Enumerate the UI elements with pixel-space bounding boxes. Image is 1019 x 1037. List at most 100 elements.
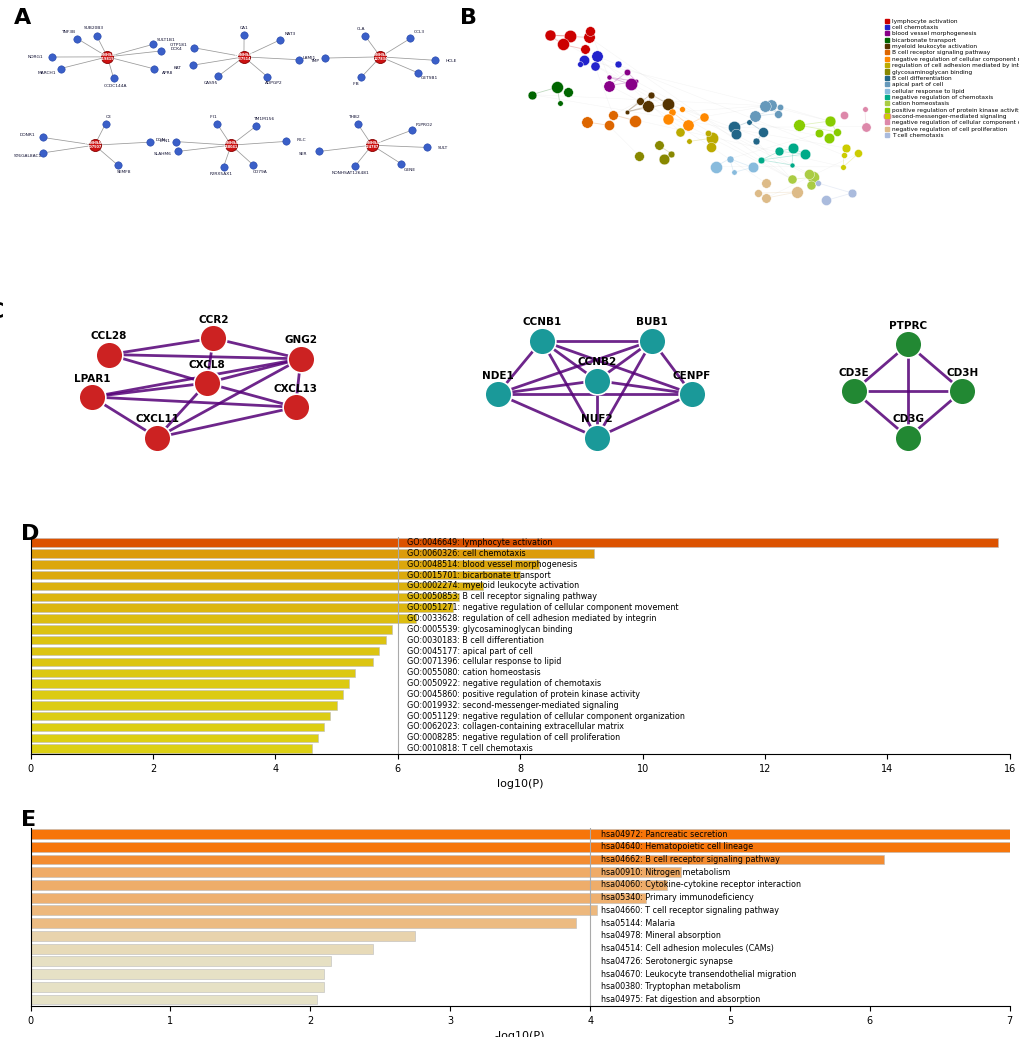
Point (857, 118, 873, 135)
Text: hsa04060: Cytokine-cytokine receptor interaction: hsa04060: Cytokine-cytokine receptor int… (601, 880, 801, 890)
Point (168, 134, 184, 150)
Bar (31, 538, 997, 546)
Point (756, 174, 772, 191)
Bar (31, 854, 883, 865)
Text: P2RX5AX1: P2RX5AX1 (210, 172, 232, 176)
Point (142, 134, 158, 150)
Point (659, 95, 676, 112)
Point (681, 133, 697, 149)
Bar (31, 636, 385, 644)
Text: KAT: KAT (173, 66, 181, 71)
Point (559, 84, 576, 101)
Point (720, 150, 737, 167)
Text: GO:0050853: B cell receptor signaling pathway: GO:0050853: B cell receptor signaling pa… (407, 592, 596, 601)
Point (850, 145, 866, 162)
Text: GO:0048514: blood vessel morphogenesis: GO:0048514: blood vessel morphogenesis (407, 560, 577, 569)
Text: NONHSAT
127834: NONHSAT 127834 (371, 53, 389, 61)
Point (700, 124, 716, 141)
Point (404, 121, 420, 138)
Point (623, 76, 639, 92)
Text: GO:0015701: bicarbonate transport: GO:0015701: bicarbonate transport (407, 570, 550, 580)
Point (87, 137, 103, 153)
Point (810, 125, 826, 142)
Point (756, 97, 772, 114)
Point (209, 116, 225, 133)
Point (185, 39, 202, 56)
Point (89, 27, 105, 44)
Point (153, 43, 169, 59)
Point (789, 184, 805, 200)
Point (835, 147, 851, 164)
Point (105, 71, 121, 87)
Point (205, 330, 221, 346)
Point (589, 48, 605, 64)
Point (146, 60, 162, 77)
Point (783, 171, 799, 188)
Point (541, 27, 557, 44)
Bar (31, 582, 483, 590)
Point (145, 36, 161, 53)
Point (184, 57, 201, 74)
Text: GENE: GENE (404, 168, 416, 172)
Point (523, 86, 539, 103)
Point (364, 137, 380, 153)
Point (744, 159, 760, 175)
Point (843, 185, 859, 201)
Point (800, 166, 816, 183)
Point (579, 114, 595, 131)
Point (770, 143, 787, 160)
Point (576, 51, 592, 67)
Text: D: D (20, 524, 39, 544)
Point (725, 164, 741, 180)
Text: GO:0010818: T cell chemotaxis: GO:0010818: T cell chemotaxis (407, 745, 532, 753)
Point (259, 68, 275, 85)
Point (84, 389, 100, 405)
Point (631, 148, 647, 165)
Text: hsa00910: Nitrogen metabolism: hsa00910: Nitrogen metabolism (601, 868, 730, 876)
Point (317, 50, 333, 66)
Bar (31, 970, 324, 979)
Bar (31, 842, 1019, 851)
Point (353, 69, 369, 86)
Point (740, 113, 756, 130)
Text: GO:0071396: cellular response to lipid: GO:0071396: cellular response to lipid (407, 657, 560, 667)
Text: IFB: IFB (352, 82, 359, 86)
Point (199, 374, 215, 391)
Bar (31, 982, 324, 991)
Text: GO:0008285: negative regulation of cell proliferation: GO:0008285: negative regulation of cell … (407, 733, 620, 742)
Point (287, 399, 304, 416)
Point (802, 177, 818, 194)
Text: hsa05340: Primary immunodeficiency: hsa05340: Primary immunodeficiency (601, 893, 753, 902)
Point (600, 68, 616, 85)
Bar (31, 712, 330, 721)
Text: P1PRO2: P1PRO2 (415, 123, 432, 127)
Point (771, 99, 788, 115)
Point (726, 119, 742, 136)
Text: DONR1: DONR1 (19, 133, 36, 137)
Text: CCNB2: CCNB2 (577, 358, 615, 367)
Text: GO:0046649: lymphocyte activation: GO:0046649: lymphocyte activation (407, 538, 552, 548)
Bar (31, 592, 459, 601)
Point (628, 73, 644, 89)
Text: CA1: CA1 (239, 26, 249, 30)
Bar (31, 701, 336, 709)
Point (581, 29, 597, 46)
Point (672, 123, 688, 140)
Point (350, 116, 366, 133)
Text: CCNB1: CCNB1 (522, 317, 560, 328)
Point (401, 30, 418, 47)
Point (582, 23, 598, 39)
Text: hsa04726: Serotonergic synapse: hsa04726: Serotonergic synapse (601, 957, 733, 965)
Point (392, 156, 409, 172)
Point (372, 49, 388, 65)
Point (809, 175, 825, 192)
Text: SULT1B1: SULT1B1 (157, 38, 175, 43)
Text: LPN1: LPN1 (160, 139, 171, 143)
Point (245, 157, 261, 173)
Point (577, 41, 593, 58)
Point (109, 157, 125, 173)
Point (878, 108, 895, 124)
Point (749, 185, 765, 201)
Text: hsa00380: Tryptophan metabolism: hsa00380: Tryptophan metabolism (601, 982, 741, 991)
Point (828, 123, 845, 140)
